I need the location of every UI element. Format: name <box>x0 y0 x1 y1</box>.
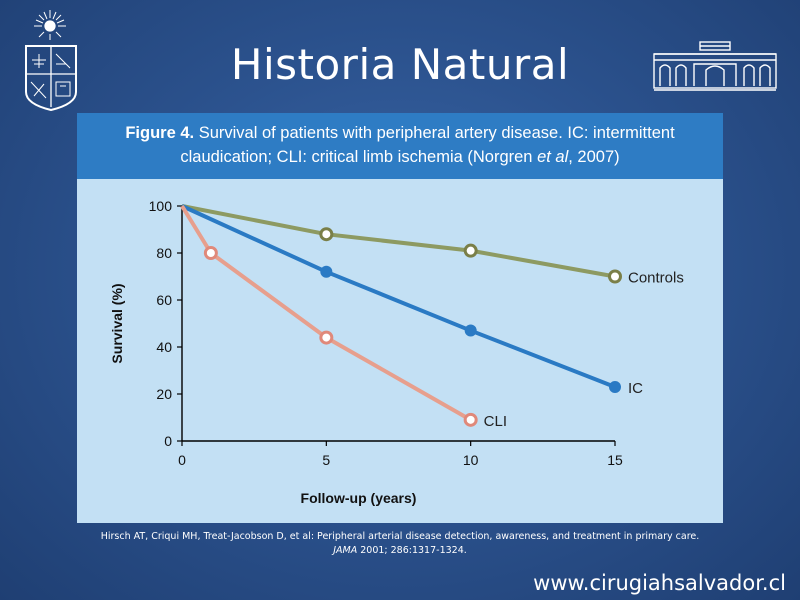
reference-text-a: Hirsch AT, Criqui MH, Treat-Jacobson D, … <box>100 531 700 542</box>
y-tick-label: 80 <box>156 245 172 261</box>
x-tick-label: 5 <box>322 452 330 468</box>
website-link[interactable]: www.cirugiahsalvador.cl <box>533 571 786 595</box>
y-tick-label: 0 <box>164 433 172 449</box>
point-cli <box>319 330 334 345</box>
series-line-cli <box>180 204 472 422</box>
caption-etal: et al <box>537 148 569 166</box>
point-controls <box>319 227 334 242</box>
y-tick-label: 60 <box>156 292 172 308</box>
reference-citation: Hirsch AT, Criqui MH, Treat-Jacobson D, … <box>90 530 710 558</box>
caption-line-1: Figure 4. Survival of patients with peri… <box>77 124 723 143</box>
x-tick-label: 0 <box>178 452 186 468</box>
point-controls <box>463 243 478 258</box>
series-label-cli: CLI <box>484 413 507 430</box>
slide-title: Historia Natural <box>230 40 570 89</box>
y-tick-label: 40 <box>156 339 172 355</box>
x-axis-label: Follow-up (years) <box>301 490 417 506</box>
reference-journal: JAMA <box>333 545 358 556</box>
series-label-ic: IC <box>628 380 643 397</box>
caption-text-2a: claudication; CLI: critical limb ischemi… <box>180 148 538 166</box>
y-axis-label: Survival (%) <box>109 283 125 363</box>
caption-line-2: claudication; CLI: critical limb ischemi… <box>77 148 723 167</box>
series-line-controls <box>181 204 616 279</box>
point-ic <box>464 324 477 337</box>
x-tick-label: 15 <box>607 452 623 468</box>
caption-text-1: Survival of patients with peripheral art… <box>198 124 675 142</box>
point-cli <box>463 412 478 427</box>
survival-chart: 0 20 40 60 80 100 0 5 10 15 Follow-up (years) Survi… <box>109 198 684 506</box>
hospital-building-logo <box>653 41 777 91</box>
point-ic <box>609 380 621 393</box>
y-tick-label: 20 <box>156 386 172 402</box>
series-line-ic <box>181 204 616 389</box>
caption-text-2b: , 2007) <box>568 148 620 166</box>
caption-label: Figure 4. <box>125 124 195 142</box>
point-cli <box>203 246 218 260</box>
figure-caption: Figure 4. Survival of patients with peri… <box>77 113 723 179</box>
figure-panel: Figure 4. Survival of patients with peri… <box>77 113 723 523</box>
reference-text-b: 2001; 286:1317-1324. <box>357 545 467 556</box>
point-ic <box>320 265 333 278</box>
x-tick-label: 10 <box>463 452 479 468</box>
university-crest-logo <box>25 10 77 112</box>
y-tick-label: 100 <box>149 198 173 214</box>
point-controls <box>608 269 622 284</box>
series-label-controls: Controls <box>628 270 684 287</box>
